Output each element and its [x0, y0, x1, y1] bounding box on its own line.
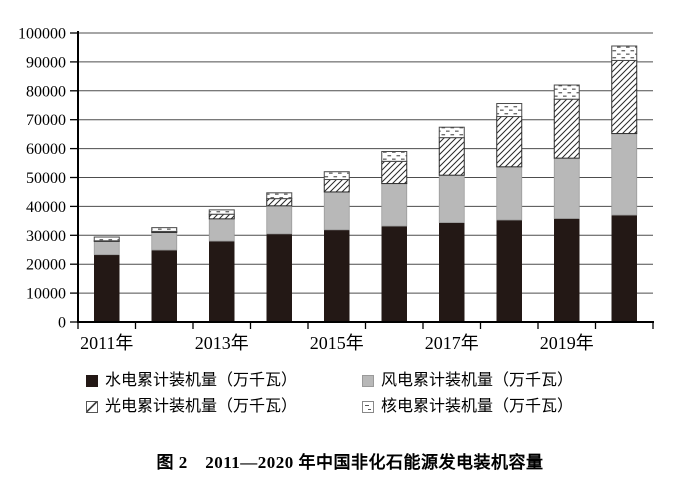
y-tick-label: 20000	[26, 257, 66, 274]
y-tick-label: 50000	[26, 170, 66, 187]
bar-segment-0-2019年	[554, 218, 580, 323]
bar-segment-1-2014年	[266, 205, 293, 235]
bar-segment-2-2017年	[438, 137, 465, 176]
bar-segment-1-2015年	[323, 191, 350, 231]
bar-segment-2-2016年	[381, 160, 408, 185]
y-tick-label: 60000	[26, 141, 66, 158]
bar-segment-0-2012年	[151, 249, 177, 323]
bar-segment-2-2019年	[553, 98, 580, 159]
bar-segment-0-2013年	[209, 240, 235, 323]
y-tick-label: 90000	[26, 54, 66, 71]
nuclear-swatch-icon	[362, 401, 374, 413]
bar-segment-2-2014年	[266, 198, 293, 207]
x-tick-label: 2011年	[80, 333, 133, 353]
x-tick-label: 2017年	[425, 333, 479, 353]
bar-segment-3-2014年	[266, 192, 293, 200]
bar-segment-3-2018年	[496, 103, 523, 118]
legend-label-wind: 风电累计装机量（万千瓦）	[381, 372, 574, 389]
y-tick-label: 10000	[26, 286, 66, 303]
legend-label-nuclear: 核电累计装机量（万千瓦）	[381, 398, 574, 415]
bar-segment-0-2015年	[324, 229, 350, 323]
bar-segment-1-2017年	[438, 174, 465, 223]
bar-segment-2-2015年	[323, 179, 350, 193]
bar-segment-3-2017年	[438, 126, 465, 139]
axis-labels: 0 10000 20000 30000 40000 50000 60000 70000 8000…	[18, 26, 594, 354]
bar-segment-1-2018年	[496, 166, 523, 221]
bar-segment-3-2015年	[323, 171, 350, 181]
bar-segment-2-2018年	[496, 116, 523, 168]
bar-segment-2-2020年	[611, 59, 638, 135]
y-tick-label: 100000	[18, 26, 66, 43]
bar-segment-3-2012年	[151, 227, 178, 232]
legend-item-solar: 光电累计装机量（万千瓦）	[86, 398, 297, 416]
bar-segment-0-2020年	[611, 214, 637, 323]
bar-segment-1-2020年	[611, 133, 638, 216]
bar-segment-3-2019年	[553, 84, 580, 100]
bar-segment-0-2016年	[381, 225, 407, 323]
bar-segment-2-2013年	[208, 213, 235, 220]
x-tick-label: 2013年	[195, 333, 249, 353]
bar-segment-3-2011年	[93, 236, 120, 242]
bar-segment-1-2019年	[553, 157, 580, 219]
hydro-swatch-icon	[86, 375, 98, 387]
y-tick-label: 0	[58, 315, 66, 332]
bar-segment-3-2013年	[208, 209, 235, 215]
y-tick-label: 80000	[26, 83, 66, 100]
x-tick-label: 2015年	[310, 333, 364, 353]
axes	[70, 31, 654, 329]
bar-segment-1-2011年	[93, 240, 120, 256]
y-tick-label: 40000	[26, 199, 66, 216]
bar-segment-0-2017年	[439, 222, 465, 323]
stacked-bar-chart: 0 10000 20000 30000 40000 50000 60000 70000 8000…	[18, 26, 654, 354]
bar-segment-1-2012年	[151, 232, 178, 251]
bars	[93, 45, 638, 323]
legend-item-nuclear: 核电累计装机量（万千瓦）	[362, 398, 573, 416]
legend-label-hydro: 水电累计装机量（万千瓦）	[105, 372, 298, 389]
wind-swatch-icon	[362, 375, 374, 387]
solar-swatch-icon	[86, 401, 98, 413]
figure-caption: 图 2 2011—2020 年中国非化石能源发电装机容量	[156, 453, 544, 472]
y-tick-label: 30000	[26, 228, 66, 245]
y-tick-label: 70000	[26, 112, 66, 129]
bar-segment-3-2016年	[381, 150, 408, 162]
bar-segment-1-2013年	[208, 218, 235, 242]
bar-segment-1-2016年	[381, 183, 408, 227]
x-tick-label: 2019年	[540, 333, 594, 353]
bar-segment-0-2018年	[496, 219, 522, 323]
bar-segment-3-2020年	[611, 45, 638, 61]
legend-label-solar: 光电累计装机量（万千瓦）	[105, 398, 298, 415]
legend-item-wind: 风电累计装机量（万千瓦）	[362, 372, 573, 390]
legend-item-hydro: 水电累计装机量（万千瓦）	[86, 372, 297, 390]
bar-segment-0-2014年	[266, 233, 292, 323]
bar-segment-0-2011年	[94, 254, 120, 323]
